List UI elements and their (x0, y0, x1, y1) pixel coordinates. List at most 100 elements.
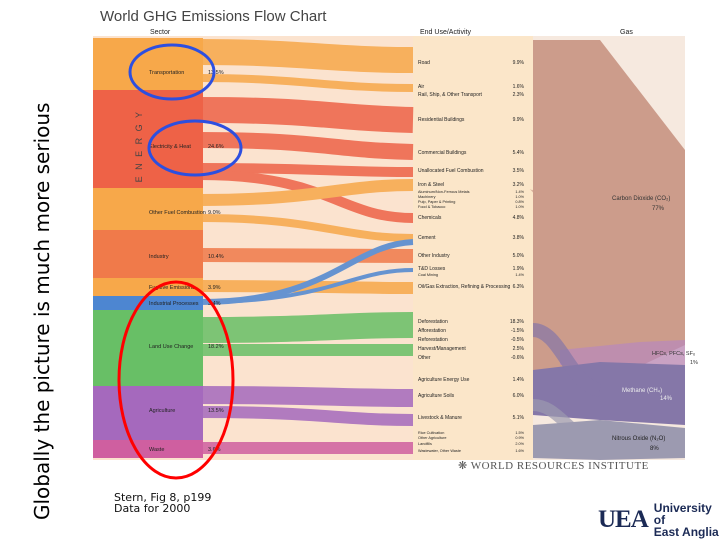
end-use-pct: 5.4% (513, 150, 525, 156)
end-use-pct: 0.9% (515, 436, 524, 440)
sector-label: Industry (149, 254, 169, 260)
end-use-label: Air (418, 84, 424, 90)
end-use-pct: 1.4% (513, 377, 525, 383)
uea-logo: UEA University of East Anglia (598, 502, 720, 538)
end-use-label: Other (418, 355, 431, 361)
sector-band (93, 310, 203, 386)
sector-pct: 18.2% (208, 344, 224, 350)
end-use-pct: 18.3% (510, 319, 525, 325)
sector-band (93, 386, 203, 440)
end-use-label: Reforestation (418, 337, 448, 343)
gas-pct-nitrous: 8% (650, 446, 659, 452)
end-use-labels: Road 9.9% Air 1.6% Rail, Ship, & Other Trans… (418, 60, 525, 453)
end-use-pct: 1.4% (515, 190, 524, 194)
end-use-label: Food & Tobacco (418, 205, 445, 209)
sector-pct: 9.0% (208, 210, 221, 216)
ribbon-agriculture-soils (199, 386, 414, 407)
sector-pct: 10.4% (208, 254, 224, 260)
end-use-pct: 9.9% (513, 117, 525, 123)
end-use-pct: -1.5% (511, 328, 525, 334)
end-use-label: Deforestation (418, 319, 448, 325)
end-use-pct: 2.3% (513, 92, 525, 98)
end-use-pct: -0.6% (511, 355, 525, 361)
gas-label-methane: Methane (CH₄) (622, 388, 662, 394)
end-use-label: Iron & Steel (418, 182, 444, 188)
ribbon-to-nitrous (532, 399, 601, 446)
end-use-label: Commercial Buildings (418, 150, 467, 156)
sector-label: Agriculture (149, 408, 175, 414)
sector-pct: 3.4% (208, 301, 221, 307)
end-use-label: Road (418, 60, 430, 66)
sector-pct: 3.9% (208, 285, 221, 291)
end-use-pct: 5.1% (513, 415, 525, 421)
gas-block-co2 (533, 40, 685, 385)
end-use-label: Pulp, Paper & Printing (418, 200, 455, 204)
sector-bands: Transportation 13.5% Electricity & Heat 24.… (93, 38, 224, 458)
ribbon-agriculture-livestock (199, 406, 414, 426)
end-use-label: Rice Cultivation (418, 431, 444, 435)
caption-line-source: Stern, Fig 8, p199 (114, 491, 212, 504)
end-use-pct: 2.5% (513, 346, 525, 352)
highlight-circle-electricity (147, 119, 243, 177)
caption-line-year: Data for 2000 (114, 502, 191, 515)
end-use-label: Landfills (418, 442, 432, 446)
end-use-pct: 1.6% (515, 449, 524, 453)
end-use-label: Oil/Gas Extraction, Refining & Processin… (418, 284, 510, 290)
ribbon-processes-td (199, 268, 414, 304)
end-use-label: Chemicals (418, 215, 442, 221)
uea-name-line-1: University of (653, 501, 712, 527)
end-use-pct: 6.0% (513, 393, 525, 399)
end-use-label: Livestock & Manure (418, 415, 462, 421)
uea-name: University of East Anglia (654, 502, 720, 538)
highlight-oval-land-agriculture (117, 280, 235, 480)
ribbon-otherfuel-cement (199, 214, 414, 242)
header-gas: Gas (620, 29, 633, 36)
gas-label-nitrous: Nitrous Oxide (N₂O) (612, 436, 665, 442)
sector-label: Industrial Processes (149, 301, 199, 307)
end-use-label: Coal Mining (418, 273, 438, 277)
header-sector: Sector (150, 29, 171, 36)
end-use-label: Agriculture Energy Use (418, 377, 470, 383)
sector-label: Transportation (149, 70, 184, 76)
end-use-pct: 3.5% (513, 168, 525, 174)
end-use-pct: 9.9% (513, 60, 525, 66)
end-use-label: Afforestation (418, 328, 446, 334)
end-use-pct: 2.0% (515, 442, 524, 446)
end-use-label: Aluminum/Non-Ferrous Metals (418, 190, 470, 194)
end-use-label: Cement (418, 235, 436, 241)
end-use-pct: 3.8% (513, 235, 525, 241)
sector-pct: 13.5% (208, 408, 224, 414)
gas-pct-hfc: 1% (690, 360, 698, 366)
end-use-pct: 1.6% (513, 84, 525, 90)
energy-label: E N E R G Y (134, 110, 144, 182)
end-use-label: Wastewater, Other Waste (418, 449, 461, 453)
sector-label: Land Use Change (149, 344, 193, 350)
sector-band (93, 90, 203, 188)
chart-title: World GHG Emissions Flow Chart (100, 8, 327, 25)
ribbon-electricity-residential (199, 97, 414, 133)
gas-pct-co2: 77% (652, 206, 665, 212)
sector-label: Waste (149, 447, 164, 453)
end-use-pct: 1.4% (515, 273, 524, 277)
wri-credit: ❋ WORLD RESOURCES INSTITUTE (458, 459, 649, 472)
gas-label-co2: Carbon Dioxide (CO₂) (612, 196, 670, 202)
end-use-pct: 0.8% (515, 200, 524, 204)
sector-label: Fugitive Emissions (149, 285, 195, 291)
gas-ribbons (527, 130, 603, 446)
sector-band (93, 188, 203, 230)
end-use-pct: -0.5% (511, 337, 525, 343)
end-use-label: Other Industry (418, 253, 450, 259)
end-use-label: Other Agriculture (418, 436, 447, 440)
gas-label-hfc: HFCs, PFCs, SF₆ (652, 351, 695, 357)
end-use-label: Agriculture Soils (418, 393, 455, 399)
source-caption: Stern, Fig 8, p199 Data for 2000 (114, 492, 211, 514)
end-use-pct: 1.5% (515, 431, 524, 435)
end-use-pct: 5.0% (513, 253, 525, 259)
ribbon-transport-road (199, 39, 414, 73)
ribbon-industry-other (199, 248, 414, 263)
end-use-pct: 1.9% (513, 266, 525, 272)
end-use-pct: 6.3% (513, 284, 525, 290)
end-use-pct: 1.0% (515, 195, 524, 199)
sector-band (93, 230, 203, 278)
